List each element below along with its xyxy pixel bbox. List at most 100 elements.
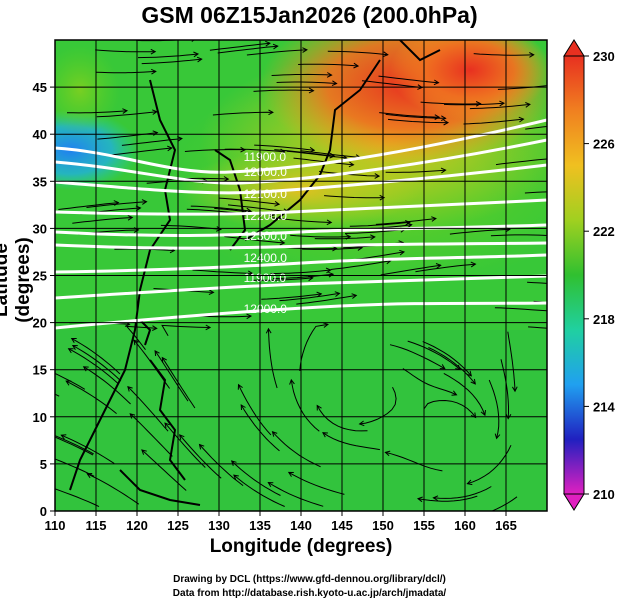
streamline-arrowhead: [279, 148, 286, 155]
streamline: [68, 348, 118, 384]
streamline: [66, 110, 128, 114]
contour-label: 12000.0: [244, 302, 288, 316]
streamline-arrowhead: [141, 199, 148, 205]
contour-label: 11900.0: [244, 150, 287, 164]
streamline-arrowhead: [205, 324, 212, 331]
x-tick-label: 140: [290, 518, 312, 533]
streamline: [274, 149, 335, 157]
streamline-arrowhead: [268, 109, 274, 116]
streamline-arrowhead: [167, 145, 173, 152]
streamline: [375, 218, 436, 225]
streamline: [268, 328, 278, 389]
streamline-arrowhead: [475, 101, 482, 107]
streamline-arrowhead: [518, 116, 525, 123]
streamline-arrowhead: [60, 434, 67, 440]
streamline-arrowhead: [302, 47, 308, 53]
y-tick-label: 0: [40, 504, 47, 519]
streamline-arrowhead: [287, 471, 294, 477]
streamline: [389, 344, 446, 370]
streamline: [137, 53, 199, 59]
streamline: [500, 359, 509, 419]
streamline-arrowhead: [529, 52, 535, 58]
streamline: [449, 228, 510, 235]
streamline-arrowhead: [265, 40, 271, 47]
streamline-arrowhead: [325, 267, 332, 274]
streamline-arrowhead: [331, 80, 338, 87]
streamline-arrowhead: [316, 404, 322, 411]
streamline-arrowhead: [237, 383, 243, 390]
streamline: [290, 234, 351, 238]
streamline: [55, 372, 86, 390]
streamline-arrowhead: [274, 200, 281, 207]
streamline-arrowhead: [374, 173, 381, 179]
contour-label: 12400.0: [244, 251, 288, 265]
streamline: [111, 147, 172, 156]
streamline: [217, 45, 278, 54]
streamline-arrowhead: [451, 390, 458, 396]
streamline-arrowhead: [279, 239, 286, 246]
x-tick-label: 130: [208, 518, 230, 533]
coastlines: [69, 40, 441, 506]
streamline: [279, 292, 340, 302]
streamline-arrowhead: [505, 226, 511, 233]
x-axis-label: Longitude (degrees): [209, 536, 393, 557]
streamline: [141, 58, 202, 65]
streamline: [231, 460, 281, 496]
streamline: [385, 451, 443, 472]
streamline: [428, 347, 476, 385]
figure-title: GSM 06Z15Jan2026 (200.0hPa): [141, 2, 478, 28]
streamline-arrowhead: [39, 452, 44, 456]
streamline: [433, 486, 492, 499]
streamline-arrowhead: [141, 449, 147, 455]
streamline: [380, 264, 441, 276]
y-tick-label: 20: [33, 316, 47, 331]
streamline: [253, 89, 314, 92]
streamline-arrowhead: [308, 275, 314, 282]
streamline: [272, 431, 321, 468]
field-warm-core-2: [390, 40, 547, 120]
streamline: [286, 150, 347, 159]
streamline: [293, 157, 354, 166]
streamline: [443, 372, 486, 416]
streamline: [246, 49, 307, 56]
colorbar-arrow-bottom: [563, 493, 585, 511]
streamline: [127, 386, 169, 432]
contour-line: [55, 241, 547, 250]
streamline: [422, 341, 472, 377]
streamline-arrowhead: [505, 413, 512, 420]
streamline: [288, 471, 345, 495]
streamline: [199, 444, 244, 486]
streamline-arrowhead: [329, 152, 336, 159]
streamline-arrowhead: [67, 348, 74, 354]
streamline-arrowhead: [309, 146, 316, 153]
contour-labels: 11900.012000.012100.012200.012300.012400…: [244, 150, 288, 316]
streamline: [276, 81, 337, 84]
x-tick-label: 150: [372, 518, 394, 533]
coastline-asia: [69, 79, 177, 491]
streamline-arrowhead: [550, 309, 555, 314]
streamline-arrowhead: [433, 79, 440, 86]
streamline: [224, 236, 285, 244]
streamline: [219, 197, 280, 205]
y-tick-label: 10: [33, 410, 47, 425]
field-lime-west: [55, 45, 120, 135]
streamline-arrowhead: [196, 56, 203, 63]
axis-ticks: 110 115 120 125 130 135 140 145 150 155 160 165 0 5 10…: [33, 80, 517, 533]
y-tick-label: 35: [33, 174, 47, 189]
streamline-arrowhead: [435, 263, 442, 269]
streamline-arrowhead: [164, 422, 170, 429]
contour-label: 12100.0: [244, 187, 288, 201]
contour-line: [55, 118, 547, 174]
colorbar-ticks: 210 214 218 222 226 230: [584, 49, 615, 502]
streamline: [95, 49, 156, 53]
x-tick-label: 155: [413, 518, 435, 533]
streamline-arrowhead: [470, 261, 477, 268]
streamline: [240, 404, 280, 452]
coastline-korea: [214, 149, 247, 251]
streamline: [95, 70, 156, 74]
streamline: [488, 379, 500, 439]
streamline-arrowhead: [150, 68, 157, 75]
streamline-arrowhead: [152, 109, 158, 115]
streamline: [407, 340, 461, 370]
